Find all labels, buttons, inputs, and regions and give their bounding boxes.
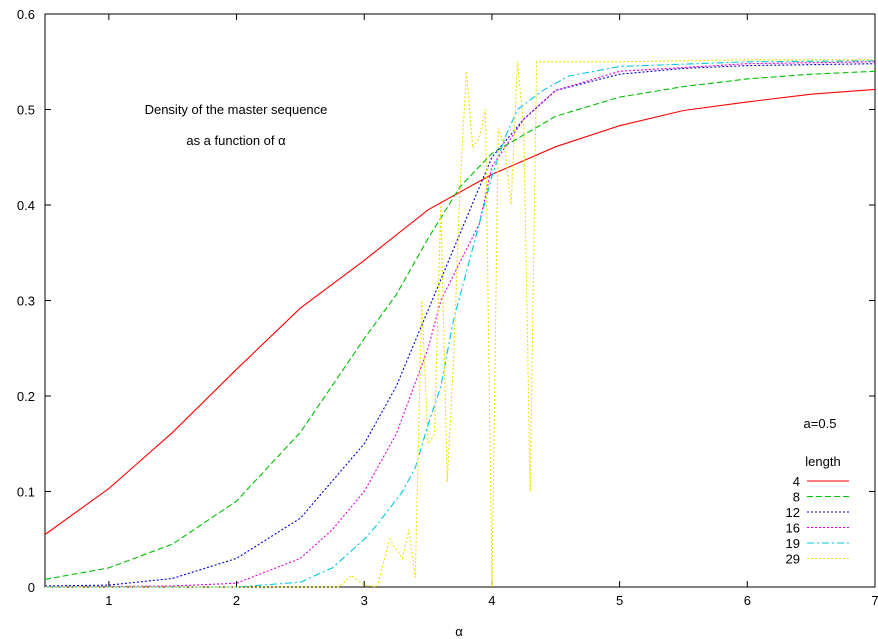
x-tick-label: 1 [105,593,112,608]
series-line-29 [45,59,875,588]
parameter-label: a=0.5 [804,416,837,431]
x-tick-label: 6 [744,593,751,608]
series-line-12 [44,63,876,587]
y-axis: 0 0.1 0.2 0.3 0.4 0.5 0.6 [17,7,875,595]
x-tick-label: 3 [361,593,368,608]
y-tick-label: 0.5 [17,103,35,118]
y-tick-label: 0 [28,580,35,595]
x-axis-label: α [455,624,463,639]
series-lines [44,59,876,588]
x-tick-label: 7 [871,593,878,608]
legend-label: 8 [793,490,800,505]
y-tick-label: 0.6 [17,7,35,22]
plot-frame [44,13,876,588]
y-tick-label: 0.3 [17,294,35,309]
legend-label: 16 [786,521,800,536]
legend-label: 4 [793,474,800,489]
x-tick-label: 4 [488,593,495,608]
chart-title-line-1: Density of the master sequence [145,102,328,117]
y-tick-label: 0.4 [17,198,35,213]
legend-label: 19 [786,536,800,551]
series-line-4 [44,88,876,535]
series-line-16 [44,61,876,588]
y-tick-label: 0.1 [17,485,35,500]
x-tick-label: 5 [616,593,623,608]
legend-title: length [805,454,840,469]
legend-label: 12 [786,505,800,520]
x-tick-label: 2 [233,593,240,608]
chart-title-line-2: as a function of α [186,133,286,148]
series-line-8 [44,70,876,580]
y-tick-label: 0.2 [17,389,35,404]
legend-label: 29 [786,552,800,567]
series-line-19 [45,60,876,588]
